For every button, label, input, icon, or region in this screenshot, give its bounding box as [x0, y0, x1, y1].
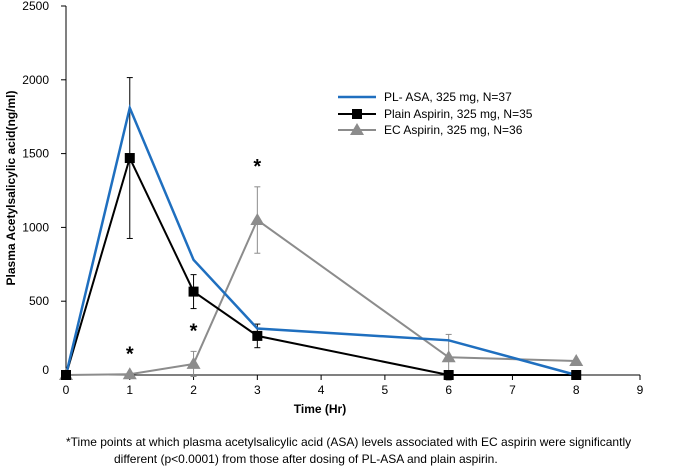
data-point-triangle [569, 353, 584, 366]
y-tick-label: 1500 [22, 147, 49, 161]
x-tick-label: 0 [63, 383, 70, 397]
x-tick-label: 5 [382, 383, 389, 397]
legend-label: Plain Aspirin, 325 mg, N=35 [384, 107, 533, 121]
significance-asterisk: * [190, 320, 198, 342]
x-tick-label: 3 [254, 383, 261, 397]
y-tick-label: 0 [42, 363, 49, 377]
data-point-square [571, 370, 582, 380]
series-lines [64, 103, 577, 377]
x-tick-label: 1 [126, 383, 133, 397]
data-point-triangle [250, 213, 265, 226]
legend-label: EC Aspirin, 325 mg, N=36 [384, 123, 523, 137]
x-tick-label: 8 [573, 383, 580, 397]
series-line [65, 218, 577, 376]
y-tick-label: 500 [29, 294, 49, 308]
axes: 0 1 2 3 4 5 6 7 8 9 0 500 1000 1500 2000 2500 [22, 0, 643, 397]
x-tick-label: 6 [445, 383, 452, 397]
y-axis-title: Plasma Acetylsalicylic acid(ng/ml) [4, 91, 18, 286]
footnote-line-2: different (p<0.0001) from those after do… [114, 452, 498, 466]
legend-marker-triangle [350, 123, 364, 135]
data-point-square [443, 370, 454, 380]
x-tick-label: 7 [509, 383, 516, 397]
x-tick-label: 4 [318, 383, 325, 397]
x-tick-label: 9 [637, 383, 644, 397]
legend-label: PL- ASA, 325 mg, N=37 [384, 90, 512, 104]
x-tick-label: 2 [190, 383, 197, 397]
data-point-triangle [441, 350, 456, 363]
series-markers [59, 153, 584, 380]
data-point-square [124, 153, 135, 164]
footnote-line-1: *Time points at which plasma acetylsalic… [66, 435, 632, 449]
chart: 0 1 2 3 4 5 6 7 8 9 0 500 1000 1500 2000 2500 * * * PL- A… [4, 0, 644, 416]
x-axis-title: Time (Hr) [294, 402, 346, 416]
y-tick-label: 2500 [22, 0, 49, 13]
data-point-triangle [122, 367, 137, 380]
y-tick-label: 1000 [22, 220, 49, 234]
significance-asterisk: * [126, 343, 134, 365]
data-point-square [61, 370, 71, 380]
series-line [64, 103, 577, 377]
significance-asterisk: * [253, 156, 261, 178]
data-point-square [188, 286, 199, 297]
series-line [65, 155, 577, 376]
footnote: *Time points at which plasma acetylsalic… [66, 434, 685, 468]
data-point-square [252, 330, 263, 341]
y-tick-label: 2000 [22, 73, 49, 87]
annotations: * * * [126, 156, 262, 365]
data-point-triangle [186, 356, 201, 369]
legend-marker-square [352, 109, 362, 119]
legend: PL- ASA, 325 mg, N=37 Plain Aspirin, 325 … [338, 90, 533, 137]
